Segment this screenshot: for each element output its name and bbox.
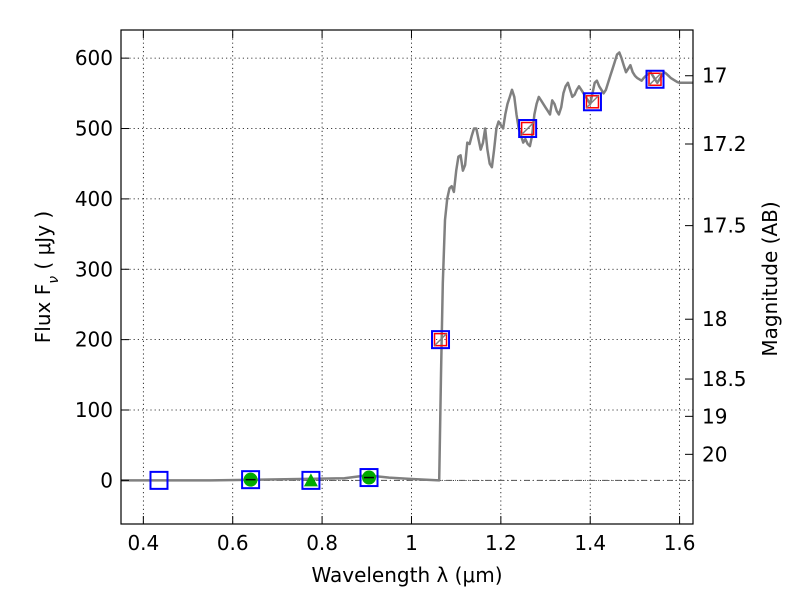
y-tick-label: 200 (75, 328, 113, 352)
x-tick-label: 0.8 (306, 531, 338, 555)
y-tick-label: 100 (75, 398, 113, 422)
y2-tick-label: 17.2 (702, 132, 747, 156)
grid (121, 30, 693, 524)
y-tick-label: 300 (75, 257, 113, 281)
observed-flux-marker (301, 470, 321, 490)
x-tick-label: 1.6 (664, 531, 696, 555)
x-tick-label: 0.6 (217, 531, 249, 555)
model-flux-tick (585, 95, 599, 109)
y2-axis-label: Magnitude (AB) (758, 201, 782, 356)
observed-flux-marker (582, 92, 602, 112)
x-tick-label: 1.4 (574, 531, 606, 555)
y2-tick-label: 18.5 (702, 367, 747, 391)
y-axis-label-units: ( μJy ) (31, 211, 55, 276)
model-flux-tick (648, 72, 662, 86)
y-axis-label: Flux Fν ( μJy ) (31, 211, 62, 343)
y2-tick-label: 20 (702, 442, 727, 466)
observed-flux-marker (149, 470, 169, 490)
y2-tick-label: 18 (702, 307, 727, 331)
y-tick-label: 400 (75, 187, 113, 211)
observed-flux-marker (431, 330, 451, 350)
model-flux-marker (433, 332, 448, 347)
y-tick-label: 500 (75, 117, 113, 141)
x-tick-label: 1 (405, 531, 418, 555)
model-flux-marker (585, 95, 600, 109)
x-tick-label: 1.2 (485, 531, 517, 555)
spectrum (121, 51, 693, 482)
observed-flux-marker (359, 468, 379, 488)
y2-tick-label: 17.5 (702, 214, 747, 238)
x-axis-label: Wavelength λ (μm) (311, 563, 502, 587)
model-flux-tick (521, 121, 535, 136)
y2-tick-label: 19 (702, 404, 727, 428)
model-flux-marker (520, 121, 535, 136)
y-tick-label: 600 (75, 46, 113, 70)
axis-ticks: 0.4 0.6 0.8 1 1.2 1.4 1.6 0 100 200 300 400 500 600 17… (75, 30, 747, 555)
y-tick-label: 0 (100, 468, 113, 492)
spectrum-line (121, 51, 693, 482)
observed-flux-marker (241, 470, 261, 490)
nondetection-triangle-marker (303, 473, 318, 487)
model-flux-marker (648, 72, 662, 87)
model-flux-tick (433, 333, 448, 347)
plot-frame (120, 29, 694, 525)
observed-flux-marker (645, 69, 665, 89)
observed-flux-marker (518, 119, 538, 139)
y2-tick-label: 17 (702, 64, 727, 88)
y-axis-label-main: Flux F (31, 284, 55, 343)
x-tick-label: 0.4 (127, 531, 159, 555)
photometry-points (149, 69, 665, 490)
y-axis-label-subscript: ν (46, 276, 62, 284)
